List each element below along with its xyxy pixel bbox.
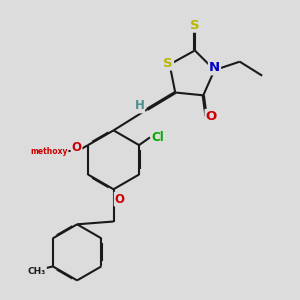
Text: N: N <box>209 61 220 74</box>
Text: S: S <box>190 19 200 32</box>
Text: O: O <box>206 110 217 123</box>
Text: O: O <box>115 193 125 206</box>
Text: methoxy: methoxy <box>30 147 68 156</box>
Text: S: S <box>164 57 173 70</box>
Text: CH₃: CH₃ <box>28 268 46 277</box>
Text: O: O <box>71 141 82 154</box>
Text: H: H <box>134 100 144 112</box>
Text: Cl: Cl <box>152 131 164 144</box>
